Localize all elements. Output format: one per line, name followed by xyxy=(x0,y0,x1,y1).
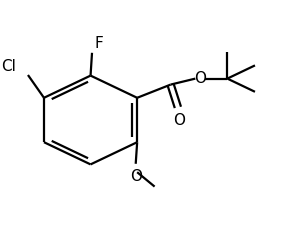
Text: O: O xyxy=(194,71,206,86)
Text: Cl: Cl xyxy=(2,59,16,74)
Text: O: O xyxy=(173,113,185,128)
Text: F: F xyxy=(95,36,104,51)
Text: O: O xyxy=(130,168,142,184)
